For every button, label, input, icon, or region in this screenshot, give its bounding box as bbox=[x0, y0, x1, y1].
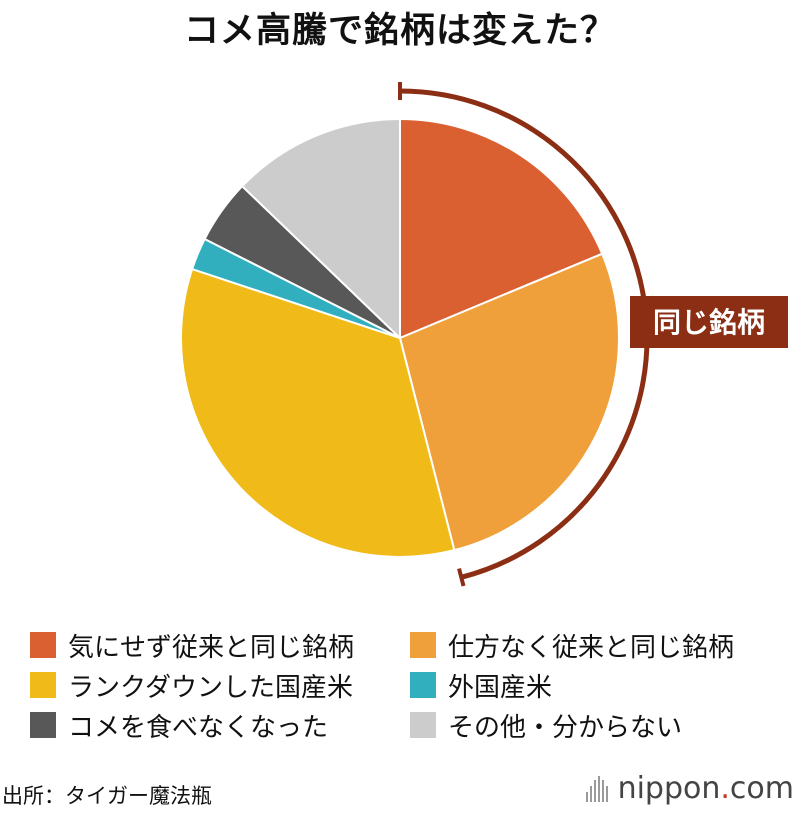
bars-icon bbox=[585, 775, 610, 802]
pie-slice bbox=[180, 268, 456, 558]
nippon-logo: nippon. com bbox=[585, 771, 794, 806]
legend-label: 気にせず従来と同じ銘柄 bbox=[68, 632, 355, 663]
legend-item: その他・分からない bbox=[410, 710, 790, 743]
legend-item: コメを食べなくなった bbox=[30, 710, 410, 743]
brand-tld: com bbox=[729, 771, 794, 806]
legend-swatch bbox=[30, 632, 56, 658]
bracket-label: 同じ銘柄 bbox=[653, 306, 765, 339]
legend-label: その他・分からない bbox=[448, 712, 683, 743]
legend-item: 外国産米 bbox=[410, 670, 790, 703]
legend-swatch bbox=[30, 672, 56, 698]
legend-swatch bbox=[410, 672, 436, 698]
chart-title: コメ高騰で銘柄は変えた？ bbox=[183, 11, 616, 51]
legend-label: 外国産米 bbox=[448, 672, 553, 703]
legend-swatch bbox=[410, 632, 436, 658]
pie-slice bbox=[399, 252, 620, 552]
brand-dot: . bbox=[720, 771, 730, 806]
legend-swatch bbox=[410, 712, 436, 738]
legend-item: 仕方なく従来と同じ銘柄 bbox=[410, 630, 790, 663]
legend-swatch bbox=[30, 712, 56, 738]
brand-name: nippon bbox=[617, 771, 721, 806]
bracket-label-box bbox=[630, 296, 788, 348]
legend-label: 仕方なく従来と同じ銘柄 bbox=[448, 632, 735, 663]
legend-label: コメを食べなくなった bbox=[68, 712, 329, 743]
legend-label: ランクダウンした国産米 bbox=[68, 672, 353, 703]
pie-slice bbox=[399, 118, 604, 339]
bracket-end-tick bbox=[457, 568, 466, 587]
source-note: 出所：タイガー魔法瓶 bbox=[2, 784, 212, 808]
legend-item: ランクダウンした国産米 bbox=[30, 670, 410, 703]
pie-slice bbox=[241, 118, 401, 339]
chart-legend: 気にせず従来と同じ銘柄 仕方なく従来と同じ銘柄 ランクダウンした国産米 外国産米… bbox=[30, 630, 790, 743]
legend-item: 気にせず従来と同じ銘柄 bbox=[30, 630, 410, 663]
